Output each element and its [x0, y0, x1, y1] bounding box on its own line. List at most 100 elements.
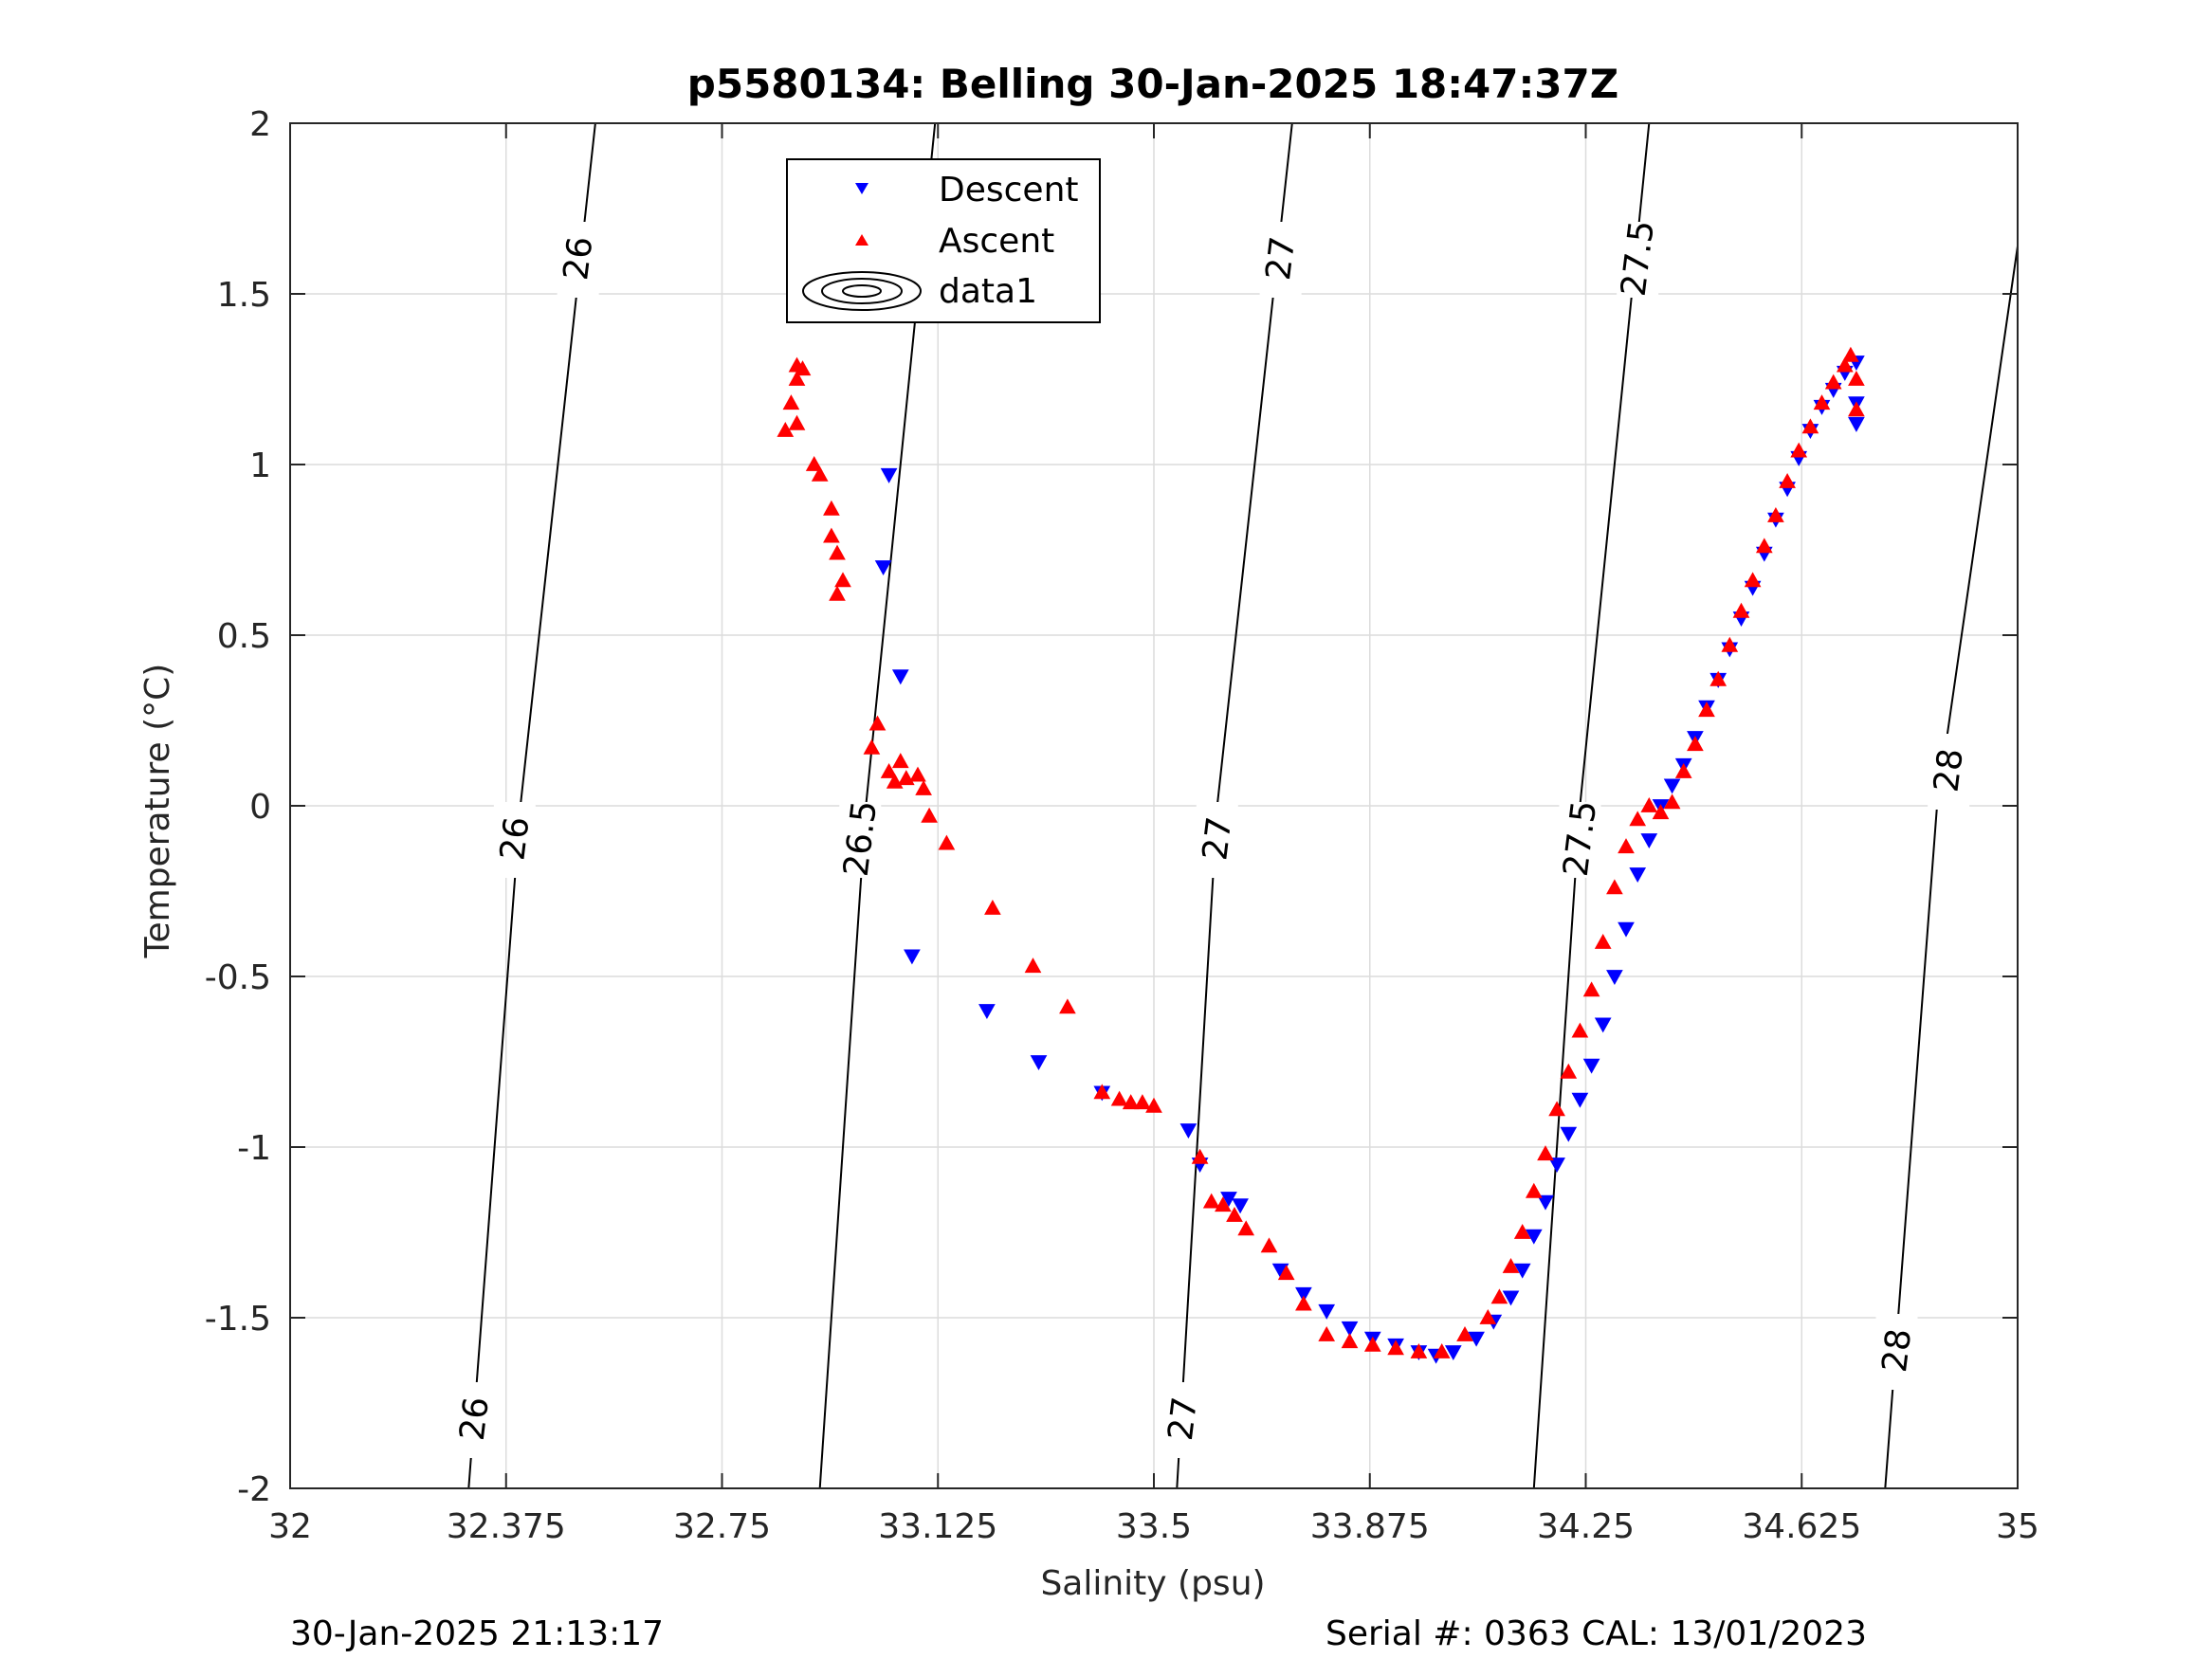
descent-point — [1341, 1321, 1359, 1337]
ascent-point — [891, 753, 909, 769]
y-tick-label: -1.5 — [205, 1300, 271, 1339]
ascent-point — [1767, 506, 1784, 522]
footer-serial-cal: Serial #: 0363 CAL: 13/01/2023 — [1325, 1614, 1867, 1653]
x-tick-label: 33.875 — [1310, 1507, 1430, 1546]
data-points — [777, 346, 1865, 1364]
ascent-point — [1824, 374, 1842, 390]
ascent-point — [1618, 838, 1635, 854]
contour-label: 28 — [1928, 746, 1971, 793]
descent-point — [1571, 1092, 1589, 1108]
ascent-point — [805, 455, 823, 471]
descent-point — [1525, 1229, 1543, 1245]
descent-point — [1594, 1017, 1612, 1033]
contour-label-bg — [1161, 1382, 1204, 1458]
ascent-point — [938, 834, 956, 850]
legend-label: Descent — [939, 171, 1079, 210]
ascent-point — [829, 585, 846, 601]
legend-label: data1 — [939, 272, 1037, 311]
legend: Descent Ascent data1 — [786, 158, 1101, 323]
contour-label-bg — [1196, 802, 1238, 878]
ascent-point — [1732, 602, 1750, 618]
contour-label-bg — [1875, 1314, 1918, 1390]
descent-point — [891, 669, 909, 685]
y-axis-label: Temperature (°C) — [138, 664, 177, 959]
y-tick-label: 2 — [249, 105, 271, 144]
ascent-point — [823, 500, 840, 516]
descent-point — [874, 560, 892, 576]
ascent-point — [777, 421, 795, 437]
y-tick-label: 0 — [249, 788, 271, 827]
descent-point — [1548, 1158, 1565, 1174]
contour-label: 27 — [1259, 234, 1303, 282]
ascent-point — [1433, 1342, 1451, 1358]
ascent-point — [1479, 1308, 1497, 1324]
x-tick-label: 33.125 — [878, 1507, 997, 1546]
y-tick-label: -1 — [237, 1129, 271, 1168]
contour-label: 27 — [1196, 814, 1239, 862]
ascent-point — [1110, 1090, 1128, 1106]
contour-label: 27 — [1161, 1395, 1205, 1442]
ascent-point — [782, 394, 800, 410]
ascent-point — [1277, 1265, 1295, 1281]
descent-point — [1582, 1058, 1600, 1074]
ascent-point — [1801, 418, 1819, 434]
descent-point — [1629, 867, 1647, 884]
descent-point — [1640, 833, 1658, 849]
ascent-point — [1410, 1342, 1428, 1358]
legend-ascent-marker — [855, 234, 868, 246]
ascent-point — [823, 527, 840, 543]
ascent-point — [1842, 346, 1859, 362]
footer-timestamp: 30-Jan-2025 21:13:17 — [290, 1614, 664, 1653]
descent-point — [1179, 1123, 1197, 1139]
ascent-point — [788, 414, 806, 430]
y-tick-label: -0.5 — [205, 958, 271, 997]
descent-point — [880, 467, 898, 483]
contour-label: 27.5 — [1557, 798, 1604, 879]
chart-title: p5580134: Belling 30-Jan-2025 18:47:37Z — [687, 61, 1618, 107]
ascent-point — [1537, 1145, 1554, 1161]
ascent-point — [1191, 1148, 1209, 1164]
legend-descent-marker — [855, 183, 868, 194]
contour-label: 26 — [453, 1395, 497, 1442]
descent-point — [1848, 416, 1865, 432]
contour-label: 26.5 — [837, 798, 885, 879]
ascent-point — [1363, 1336, 1381, 1352]
y-tick-label: 1.5 — [217, 276, 271, 315]
descent-point — [1513, 1263, 1531, 1279]
ascent-point — [829, 544, 846, 560]
descent-point — [1444, 1345, 1462, 1361]
descent-point — [1502, 1290, 1520, 1306]
ascent-point — [880, 762, 898, 778]
contour-label-bg — [1559, 802, 1601, 878]
ascent-point — [1744, 572, 1762, 588]
ascent-point — [1594, 933, 1612, 949]
x-tick-label: 32.75 — [673, 1507, 771, 1546]
legend-label: Ascent — [939, 222, 1054, 261]
ascent-point — [1698, 702, 1715, 718]
y-tick-label: 0.5 — [217, 617, 271, 656]
ascent-point — [811, 465, 829, 482]
contour-label: 28 — [1875, 1326, 1919, 1374]
ascent-point — [788, 370, 806, 386]
contour-label-bg — [493, 802, 536, 878]
descent-point — [1663, 778, 1681, 794]
ascent-point — [1237, 1220, 1255, 1236]
x-tick-label: 34.625 — [1742, 1507, 1861, 1546]
ascent-point — [1779, 472, 1796, 488]
x-axis-ticks: 32 32.375 32.75 33.125 33.5 33.875 34.25 34.625… — [268, 123, 2039, 1546]
ascent-point — [897, 770, 915, 786]
ascent-point — [1813, 394, 1831, 410]
descent-point — [1295, 1286, 1312, 1303]
ascent-point — [921, 807, 938, 823]
descent-point — [1618, 921, 1635, 938]
x-tick-label: 33.5 — [1116, 1507, 1192, 1546]
ascent-point — [1848, 401, 1865, 417]
contour-label-bg — [1617, 222, 1659, 298]
descent-point — [978, 1004, 996, 1020]
ascent-point — [1215, 1196, 1232, 1212]
descent-point — [1030, 1055, 1048, 1071]
ascent-point — [1318, 1325, 1336, 1341]
ascent-point — [1295, 1295, 1312, 1311]
ascent-point — [915, 779, 932, 795]
